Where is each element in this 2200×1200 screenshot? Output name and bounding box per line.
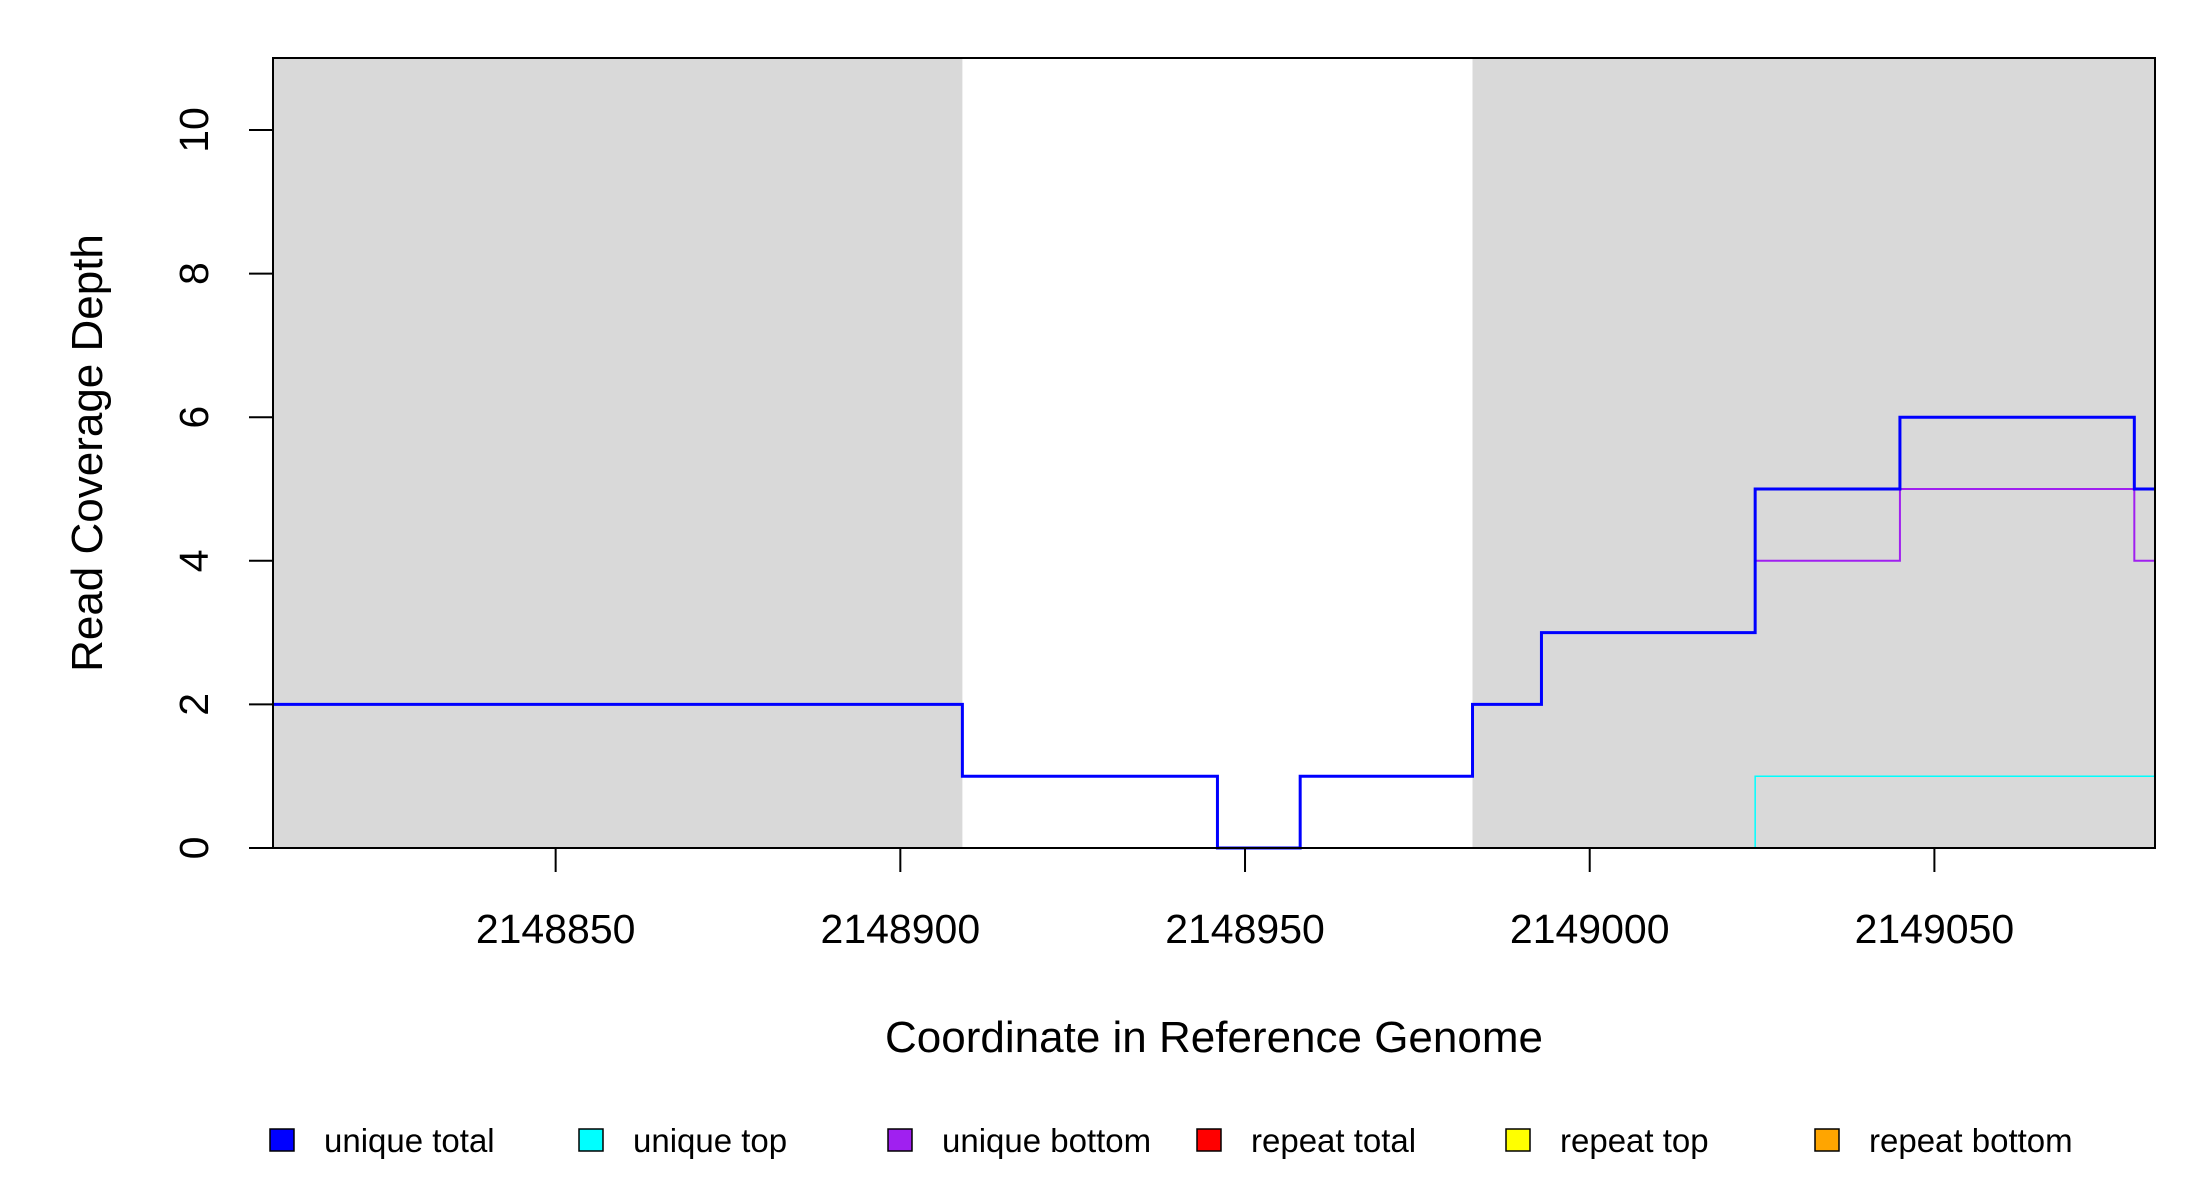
y-tick-label: 4 bbox=[171, 549, 217, 572]
series-unique-total bbox=[273, 415, 2155, 850]
y-tick-label: 0 bbox=[171, 837, 217, 860]
legend: unique total unique top unique bottom repea… bbox=[269, 1122, 2073, 1159]
legend-swatch-unique-top bbox=[578, 1128, 604, 1152]
shaded-region-2 bbox=[1472, 58, 2155, 848]
legend-swatch-unique-total bbox=[269, 1128, 295, 1152]
legend-label-unique-total: unique total bbox=[324, 1122, 495, 1159]
x-tick-label: 2148950 bbox=[1165, 906, 1325, 952]
y-axis-title: Read Coverage Depth bbox=[63, 234, 112, 672]
legend-label-repeat-total: repeat total bbox=[1251, 1122, 1416, 1159]
y-axis: 0 2 4 6 8 10 bbox=[171, 107, 273, 859]
y-tick-label: 10 bbox=[171, 107, 217, 153]
legend-swatch-repeat-bottom bbox=[1814, 1128, 1840, 1152]
legend-label-unique-bottom: unique bottom bbox=[942, 1122, 1151, 1159]
plot-frame bbox=[272, 57, 2156, 849]
y-tick-label: 8 bbox=[171, 262, 217, 285]
legend-swatch-repeat-top bbox=[1505, 1128, 1531, 1152]
x-tick-label: 2148900 bbox=[821, 906, 981, 952]
y-tick-label: 2 bbox=[171, 693, 217, 716]
x-tick-label: 2148850 bbox=[476, 906, 636, 952]
legend-swatch-repeat-total bbox=[1196, 1128, 1222, 1152]
y-tick-label: 6 bbox=[171, 406, 217, 429]
x-tick-label: 2149000 bbox=[1510, 906, 1670, 952]
x-axis: 2148850 2148900 2148950 2149000 2149050 bbox=[476, 848, 2014, 952]
legend-label-repeat-bottom: repeat bottom bbox=[1869, 1122, 2073, 1159]
legend-swatch-unique-bottom bbox=[887, 1128, 913, 1152]
legend-label-repeat-top: repeat top bbox=[1560, 1122, 1709, 1159]
x-tick-label: 2149050 bbox=[1855, 906, 2015, 952]
shaded-region-1 bbox=[273, 58, 963, 848]
legend-label-unique-top: unique top bbox=[633, 1122, 787, 1159]
x-axis-title: Coordinate in Reference Genome bbox=[885, 1013, 1543, 1062]
shaded-regions bbox=[273, 58, 2155, 848]
